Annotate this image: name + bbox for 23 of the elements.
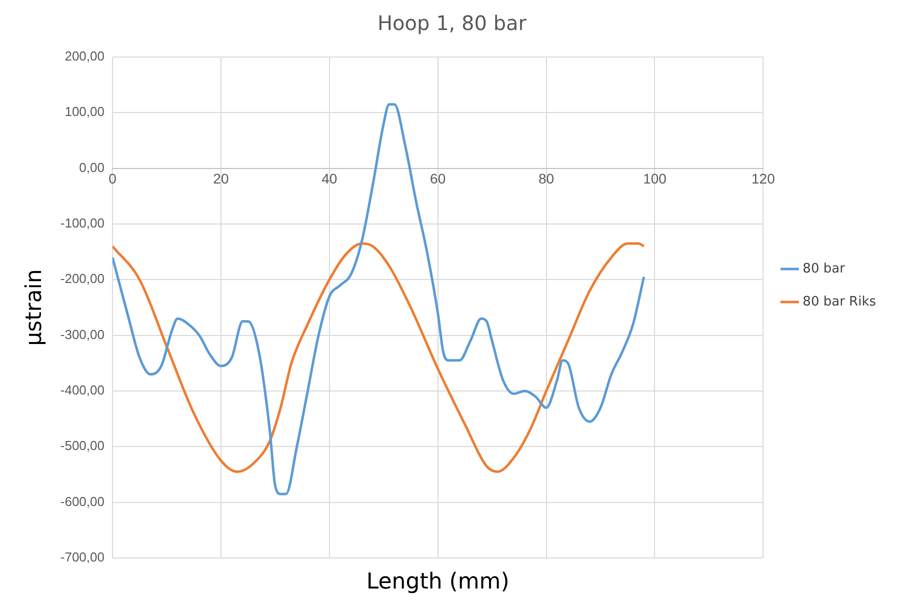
x-tick-label: 40 (322, 170, 338, 187)
y-tick-label: 0,00 (79, 160, 104, 175)
legend-label: 80 bar Riks (802, 294, 876, 310)
x-tick-label: 100 (643, 170, 667, 187)
x-axis-title: Length (mm) (366, 570, 510, 595)
x-tick-label: 80 (538, 170, 554, 187)
y-axis-title: µstrain (22, 269, 47, 346)
y-tick-label: 200,00 (64, 48, 104, 64)
y-tick-label: -100,00 (60, 216, 104, 231)
line-series (112, 242, 646, 473)
y-tick-label: 100,00 (64, 104, 104, 120)
y-tick-label: -600,00 (60, 494, 104, 509)
y-tick-label: -700,00 (60, 550, 104, 565)
x-tick-label: 20 (213, 170, 229, 187)
y-tick-label: -500,00 (60, 438, 104, 454)
x-tick-label: 120 (752, 170, 776, 187)
chart-title: Hoop 1, 80 bar (378, 11, 528, 36)
x-tick-label: 60 (430, 170, 446, 187)
y-tick-label: -400,00 (60, 382, 104, 398)
legend-label: 80 bar (802, 261, 846, 276)
y-tick-label: -300,00 (60, 326, 104, 342)
y-tick-label: -200,00 (60, 271, 104, 286)
x-tick-label: 0 (108, 170, 117, 187)
